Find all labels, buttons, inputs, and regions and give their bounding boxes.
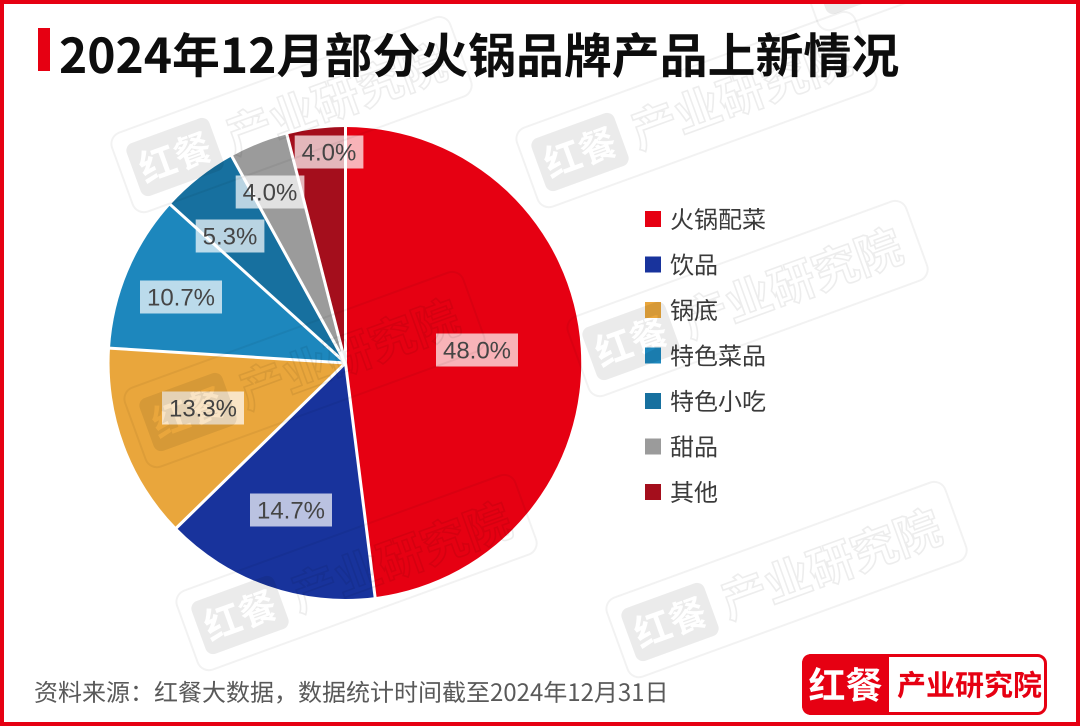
svg-text:10.7%: 10.7% [147, 285, 215, 312]
svg-text:4.0%: 4.0% [243, 180, 298, 207]
svg-text:14.7%: 14.7% [257, 498, 325, 525]
svg-text:5.3%: 5.3% [203, 224, 258, 251]
